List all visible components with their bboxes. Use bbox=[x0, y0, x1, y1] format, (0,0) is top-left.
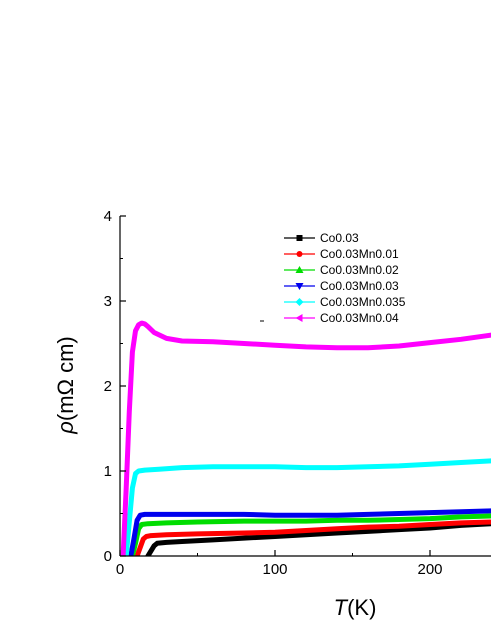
series-line-2 bbox=[129, 513, 491, 556]
legend-label-5: Co0.03Mn0.04 bbox=[320, 311, 399, 325]
series-line-5 bbox=[120, 320, 491, 556]
legend-label-4: Co0.03Mn0.035 bbox=[320, 295, 406, 309]
y-tick-label-1: 1 bbox=[104, 463, 112, 480]
legend-marker-4 bbox=[295, 298, 304, 306]
x-axis-title: T(K) bbox=[334, 595, 377, 620]
legend-label-0: Co0.03 bbox=[320, 231, 359, 245]
x-tick-label-0: 0 bbox=[116, 561, 124, 578]
series-line-4 bbox=[123, 458, 491, 556]
x-tick-label-2: 200 bbox=[417, 561, 442, 578]
axes: 0 100 200 0 1 2 3 4 bbox=[104, 208, 491, 578]
legend-marker-0 bbox=[296, 235, 303, 241]
y-axis-title-italic: ρ bbox=[53, 421, 78, 435]
legend-marker-3 bbox=[295, 283, 304, 290]
legend-label-2: Co0.03Mn0.02 bbox=[320, 263, 399, 277]
series-line-1 bbox=[134, 519, 491, 556]
legend-label-3: Co0.03Mn0.03 bbox=[320, 279, 399, 293]
series-line-0 bbox=[145, 521, 491, 556]
legend-marker-2 bbox=[295, 266, 304, 273]
legend-marker-1 bbox=[296, 251, 303, 257]
y-tick-label-4: 4 bbox=[104, 208, 112, 225]
legend: Co0.03 Co0.03Mn0.01 Co0.03Mn0.02 Co0.03Mn0.… bbox=[284, 231, 406, 325]
legend-label-1: Co0.03Mn0.01 bbox=[320, 247, 399, 261]
y-tick-label-0: 0 bbox=[104, 548, 112, 565]
y-tick-label-3: 3 bbox=[104, 293, 112, 310]
plot-series bbox=[120, 320, 491, 556]
legend-marker-5 bbox=[295, 314, 303, 322]
series-line-3 bbox=[128, 508, 491, 556]
x-axis-title-rest: (K) bbox=[347, 595, 376, 620]
x-tick-label-1: 100 bbox=[262, 561, 287, 578]
y-axis-title-rest: (mΩ cm) bbox=[53, 336, 78, 421]
y-axis-title: ρ(mΩ cm) bbox=[53, 336, 78, 434]
x-axis-title-italic: T bbox=[334, 595, 349, 620]
y-tick-label-2: 2 bbox=[104, 378, 112, 395]
